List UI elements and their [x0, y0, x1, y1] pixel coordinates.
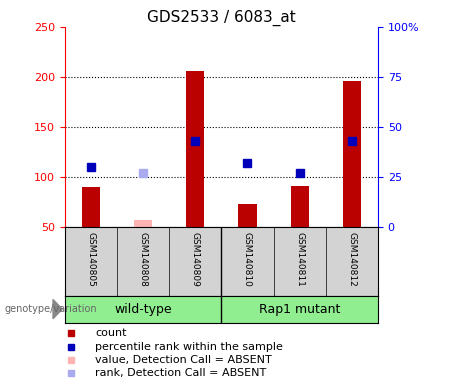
Bar: [82, 187, 100, 227]
Text: GSM140808: GSM140808: [138, 232, 148, 287]
Text: GSM140810: GSM140810: [243, 232, 252, 287]
Text: Rap1 mutant: Rap1 mutant: [259, 303, 340, 316]
Text: GSM140812: GSM140812: [348, 232, 356, 287]
Text: genotype/variation: genotype/variation: [5, 304, 97, 314]
Text: wild-type: wild-type: [114, 303, 171, 316]
Text: value, Detection Call = ABSENT: value, Detection Call = ABSENT: [95, 355, 272, 365]
Bar: [134, 220, 152, 227]
Text: percentile rank within the sample: percentile rank within the sample: [95, 341, 283, 352]
Bar: [343, 81, 361, 227]
Text: rank, Detection Call = ABSENT: rank, Detection Call = ABSENT: [95, 368, 266, 379]
Bar: [238, 204, 256, 227]
Bar: [290, 185, 309, 227]
Text: GSM140809: GSM140809: [191, 232, 200, 287]
Text: count: count: [95, 328, 126, 338]
Text: GSM140805: GSM140805: [86, 232, 95, 287]
Text: GSM140811: GSM140811: [295, 232, 304, 287]
Bar: [186, 71, 204, 227]
Title: GDS2533 / 6083_at: GDS2533 / 6083_at: [147, 9, 296, 25]
